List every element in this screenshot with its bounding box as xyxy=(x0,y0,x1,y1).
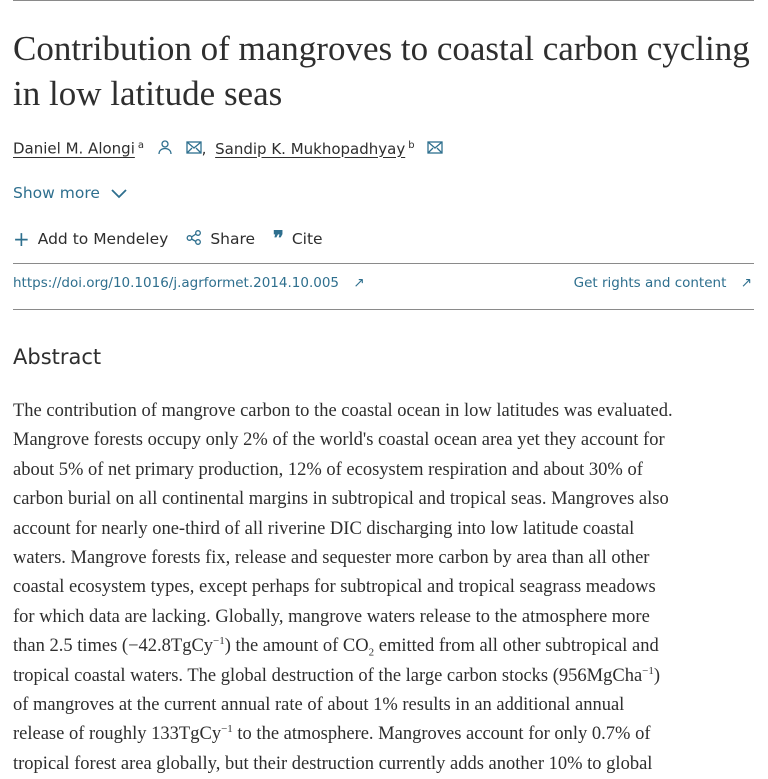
share-label: Share xyxy=(210,230,256,248)
text: release of roughly 133TgCy xyxy=(13,724,222,745)
superscript: −1 xyxy=(213,635,225,648)
person-icon[interactable] xyxy=(157,139,173,159)
external-link-icon: ↗ xyxy=(353,275,365,291)
quote-icon: ❞ xyxy=(273,228,284,250)
abstract-line: than 2.5 times (−42.8TgCy−1) the amount … xyxy=(13,632,673,661)
plus-icon: + xyxy=(13,227,30,251)
cite-button[interactable]: ❞ Cite xyxy=(273,229,323,249)
share-button[interactable]: Share xyxy=(186,229,255,249)
chevron-down-icon xyxy=(111,185,127,203)
text: than 2.5 times (−42.8TgCy xyxy=(13,636,214,657)
subscript: 2 xyxy=(368,646,375,659)
abstract-line: for which data are lacking. Globally, ma… xyxy=(13,606,650,627)
text: ) xyxy=(653,665,661,686)
abstract-line: of mangroves at the current annual rate … xyxy=(13,695,625,716)
superscript: −1 xyxy=(221,723,233,736)
article-title: Contribution of mangroves to coastal car… xyxy=(13,29,750,113)
abstract-line: tropical forest area globally, but their… xyxy=(13,753,653,774)
divider xyxy=(13,263,754,264)
author-list: Daniel M. Alongi a , Sandip K. Mukhopadhy… xyxy=(13,139,444,159)
show-more-button[interactable]: Show more xyxy=(13,184,127,203)
abstract-line: Mangrove forests occupy only 2% of the w… xyxy=(13,430,665,451)
add-to-mendeley-button[interactable]: + Add to Mendeley xyxy=(13,229,168,249)
rights-text: Get rights and content xyxy=(573,275,727,291)
show-more-label: Show more xyxy=(13,184,100,202)
text: to the atmosphere. Mangroves account for… xyxy=(232,724,651,745)
abstract-line: carbon burial on all continental margins… xyxy=(13,489,669,510)
abstract-heading: Abstract xyxy=(13,345,102,369)
get-rights-link[interactable]: Get rights and content ↗ xyxy=(574,275,752,291)
abstract-line: about 5% of net primary production, 12% … xyxy=(13,459,643,480)
cite-label: Cite xyxy=(291,230,323,248)
author-separator: , xyxy=(201,139,207,158)
abstract-line: account for nearly one-third of all rive… xyxy=(13,518,635,539)
text: ) the amount of CO xyxy=(224,636,369,657)
email-icon[interactable] xyxy=(185,140,202,158)
mendeley-label: Add to Mendeley xyxy=(37,230,169,248)
share-icon xyxy=(186,229,202,249)
abstract-line: release of roughly 133TgCy−1 to the atmo… xyxy=(13,720,673,749)
top-divider xyxy=(13,0,754,1)
doi-text: https://doi.org/10.1016/j.agrformet.2014… xyxy=(13,275,340,291)
abstract-line: The contribution of mangrove carbon to t… xyxy=(13,401,673,421)
author-link[interactable]: Daniel M. Alongi xyxy=(13,139,135,158)
doi-link[interactable]: https://doi.org/10.1016/j.agrformet.2014… xyxy=(13,275,365,291)
abstract-text: The contribution of mangrove carbon to t… xyxy=(13,397,673,779)
divider xyxy=(13,309,754,310)
author-link[interactable]: Sandip K. Mukhopadhyay xyxy=(215,139,406,158)
affiliation-marker[interactable]: b xyxy=(408,139,415,151)
abstract-line: waters. Mangrove forests fix, release an… xyxy=(13,548,650,569)
text: emitted from all other subtropical and xyxy=(374,636,659,657)
email-icon[interactable] xyxy=(427,140,444,158)
external-link-icon: ↗ xyxy=(740,275,752,291)
superscript: −1 xyxy=(642,664,654,677)
text: tropical coastal waters. The global dest… xyxy=(13,665,643,686)
article-actions: + Add to Mendeley Share ❞ Cite xyxy=(13,229,323,249)
affiliation-marker[interactable]: a xyxy=(137,139,145,151)
abstract-line: tropical coastal waters. The global dest… xyxy=(13,662,673,691)
abstract-line: coastal ecosystem types, except perhaps … xyxy=(13,577,656,598)
